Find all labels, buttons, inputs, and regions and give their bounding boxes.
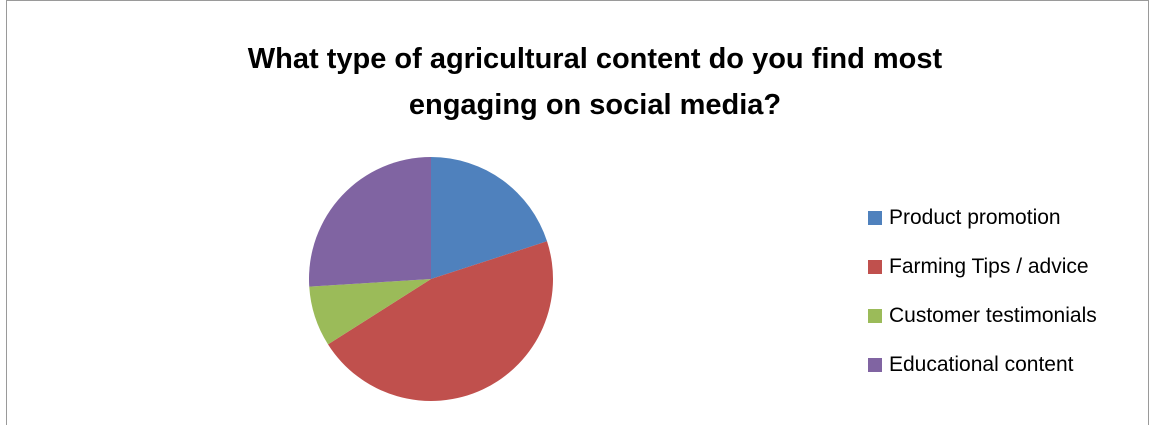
pie-slice-educational-content	[309, 157, 431, 287]
legend-label: Educational content	[889, 352, 1074, 376]
legend-item-educational-content: Educational content	[868, 340, 1097, 389]
pie-slice-customer-testimonials	[309, 279, 431, 345]
pie-slice-product-promotion	[431, 157, 548, 279]
legend-item-farming-tips: Farming Tips / advice	[868, 242, 1097, 291]
legend-label: Farming Tips / advice	[889, 254, 1089, 278]
chart-frame	[6, 0, 1149, 425]
legend: Product promotion Farming Tips / advice …	[868, 193, 1097, 389]
legend-item-product-promotion: Product promotion	[868, 193, 1097, 242]
legend-swatch	[868, 357, 882, 372]
legend-label: Product promotion	[889, 205, 1061, 229]
legend-swatch	[868, 308, 882, 323]
pie-slice-farming-tips-advice	[327, 241, 553, 401]
legend-swatch	[868, 210, 882, 225]
chart-title: What type of agricultural content do you…	[247, 43, 943, 121]
legend-swatch	[868, 259, 882, 274]
legend-item-customer-testimonials: Customer testimonials	[868, 291, 1097, 340]
legend-label: Customer testimonials	[889, 303, 1097, 327]
